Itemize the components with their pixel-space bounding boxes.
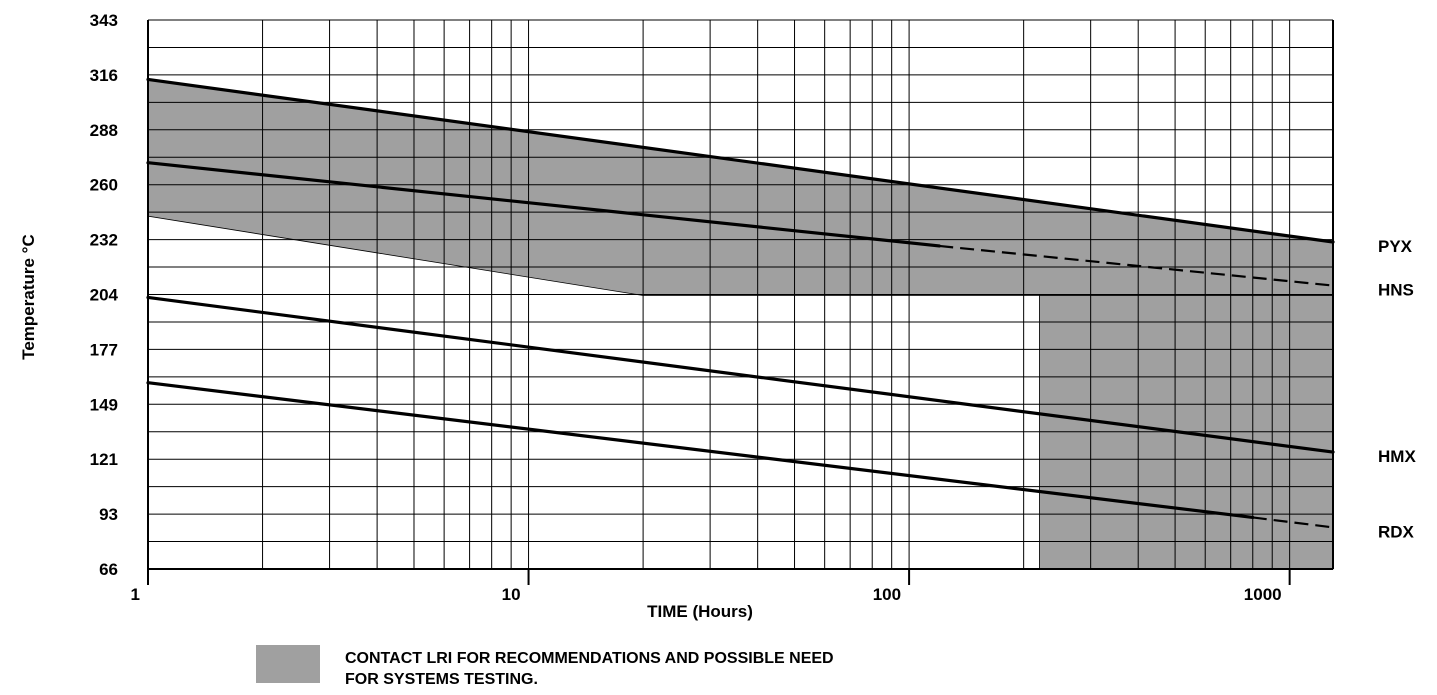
legend-line-2: FOR SYSTEMS TESTING. xyxy=(345,671,538,688)
x-tick-label: 100 xyxy=(873,585,901,604)
y-tick-label: 149 xyxy=(90,395,118,414)
y-tick-label: 121 xyxy=(90,450,118,469)
x-tick-label: 1000 xyxy=(1244,585,1282,604)
x-tick-label: 10 xyxy=(502,585,521,604)
y-tick-label: 204 xyxy=(90,286,119,305)
y-tick-label: 66 xyxy=(99,560,118,579)
y-tick-label: 260 xyxy=(90,176,118,195)
y-axis-title: Temperature °C xyxy=(19,234,38,360)
x-tick-label: 1 xyxy=(131,585,140,604)
series-line-hmx xyxy=(146,295,1335,454)
series-dashed-extension-rdx xyxy=(1252,516,1334,529)
legend-swatch xyxy=(256,645,320,683)
y-tick-label: 343 xyxy=(90,11,118,30)
series-labels: PYX HNS HMX RDX xyxy=(1378,237,1416,541)
x-tick-labels: 1 10 100 1000 xyxy=(131,569,1291,604)
y-tick-label: 316 xyxy=(90,66,118,85)
series-label-rdx: RDX xyxy=(1378,522,1415,541)
axes xyxy=(147,20,1334,570)
y-tick-label: 93 xyxy=(99,505,118,524)
y-tick-label: 288 xyxy=(90,121,118,140)
y-tick-labels: 343 316 288 260 232 204 177 149 121 93 66 xyxy=(90,11,119,579)
series-label-hns: HNS xyxy=(1378,281,1414,300)
series-line-rdx xyxy=(146,381,1255,520)
legend-line-1: CONTACT LRI FOR RECOMMENDATIONS AND POSS… xyxy=(345,650,834,667)
shaded-region-1 xyxy=(147,79,1334,296)
x-axis-title: TIME (Hours) xyxy=(647,602,753,621)
shaded-regions xyxy=(147,79,1334,570)
series-label-pyx: PYX xyxy=(1378,237,1413,256)
series-lines xyxy=(146,77,1335,529)
y-tick-label: 177 xyxy=(90,340,118,359)
series-line-hns xyxy=(146,161,941,248)
series-line-pyx xyxy=(146,77,1335,244)
series-dashed-extension-hns xyxy=(939,244,1334,287)
y-tick-label: 232 xyxy=(90,231,118,250)
series-label-hmx: HMX xyxy=(1378,447,1416,466)
legend: CONTACT LRI FOR RECOMMENDATIONS AND POSS… xyxy=(256,645,834,688)
